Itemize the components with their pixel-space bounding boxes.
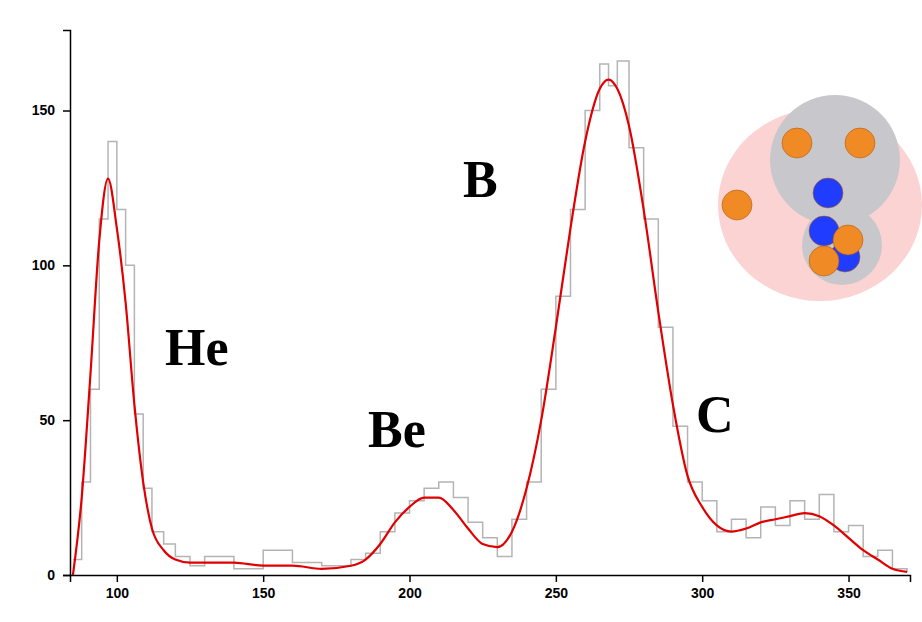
core xyxy=(802,205,882,285)
x-tick-label: 100 xyxy=(106,585,130,601)
x-tick-label: 150 xyxy=(252,585,276,601)
y-tick-label: 0 xyxy=(47,567,55,583)
nucleon xyxy=(833,225,863,255)
peak-label: C xyxy=(696,386,734,443)
plot: 100 150 200 250 300 350 0 50 100 150 xyxy=(32,31,922,601)
chart: 100 150 200 250 300 350 0 50 100 150 He Be B C xyxy=(0,0,922,622)
x-tick-mark xyxy=(702,575,704,582)
x-tick-mark xyxy=(409,575,411,582)
x-tick: 350 xyxy=(837,575,861,601)
annotations: He Be B C xyxy=(165,151,734,458)
x-tick-mark xyxy=(556,575,558,582)
x-tick-label: 300 xyxy=(691,585,715,601)
y-tick: 50 xyxy=(39,412,70,428)
x-tick-label: 250 xyxy=(545,585,569,601)
y-tick-mark xyxy=(63,420,70,422)
peak-label: Be xyxy=(368,401,426,458)
nucleon xyxy=(813,178,843,208)
x-tick: 100 xyxy=(106,575,130,601)
nucleon xyxy=(809,246,839,276)
y-tick: 150 xyxy=(32,102,70,118)
x-tick: 150 xyxy=(252,575,276,601)
histogram xyxy=(73,61,907,572)
nucleus-diagram xyxy=(718,95,922,301)
x-tick-mark xyxy=(117,575,119,582)
y-axis-line xyxy=(63,31,71,576)
y-tick-label: 150 xyxy=(32,102,56,118)
y-tick: 100 xyxy=(32,257,70,273)
peak-label: B xyxy=(463,151,498,208)
y-axis: 0 50 100 150 xyxy=(32,31,71,583)
x-axis-line xyxy=(71,576,911,583)
fit-line xyxy=(73,80,907,575)
x-axis: 100 150 200 250 300 350 xyxy=(71,575,911,601)
nucleon xyxy=(845,128,875,158)
y-tick-label: 100 xyxy=(32,257,56,273)
nucleon xyxy=(722,190,752,220)
x-tick: 250 xyxy=(545,575,569,601)
nucleon xyxy=(782,128,812,158)
x-tick-label: 200 xyxy=(398,585,422,601)
y-tick-mark xyxy=(63,575,70,577)
peak-label: He xyxy=(165,319,229,376)
y-tick-label: 50 xyxy=(39,412,55,428)
x-tick: 300 xyxy=(691,575,715,601)
lines xyxy=(73,61,907,575)
x-tick-label: 350 xyxy=(837,585,861,601)
x-tick-mark xyxy=(848,575,850,582)
y-tick-mark xyxy=(63,110,70,112)
y-tick: 0 xyxy=(47,567,70,583)
core xyxy=(770,95,900,225)
x-tick: 200 xyxy=(398,575,422,601)
x-tick-mark xyxy=(263,575,265,582)
y-tick-mark xyxy=(63,265,70,267)
